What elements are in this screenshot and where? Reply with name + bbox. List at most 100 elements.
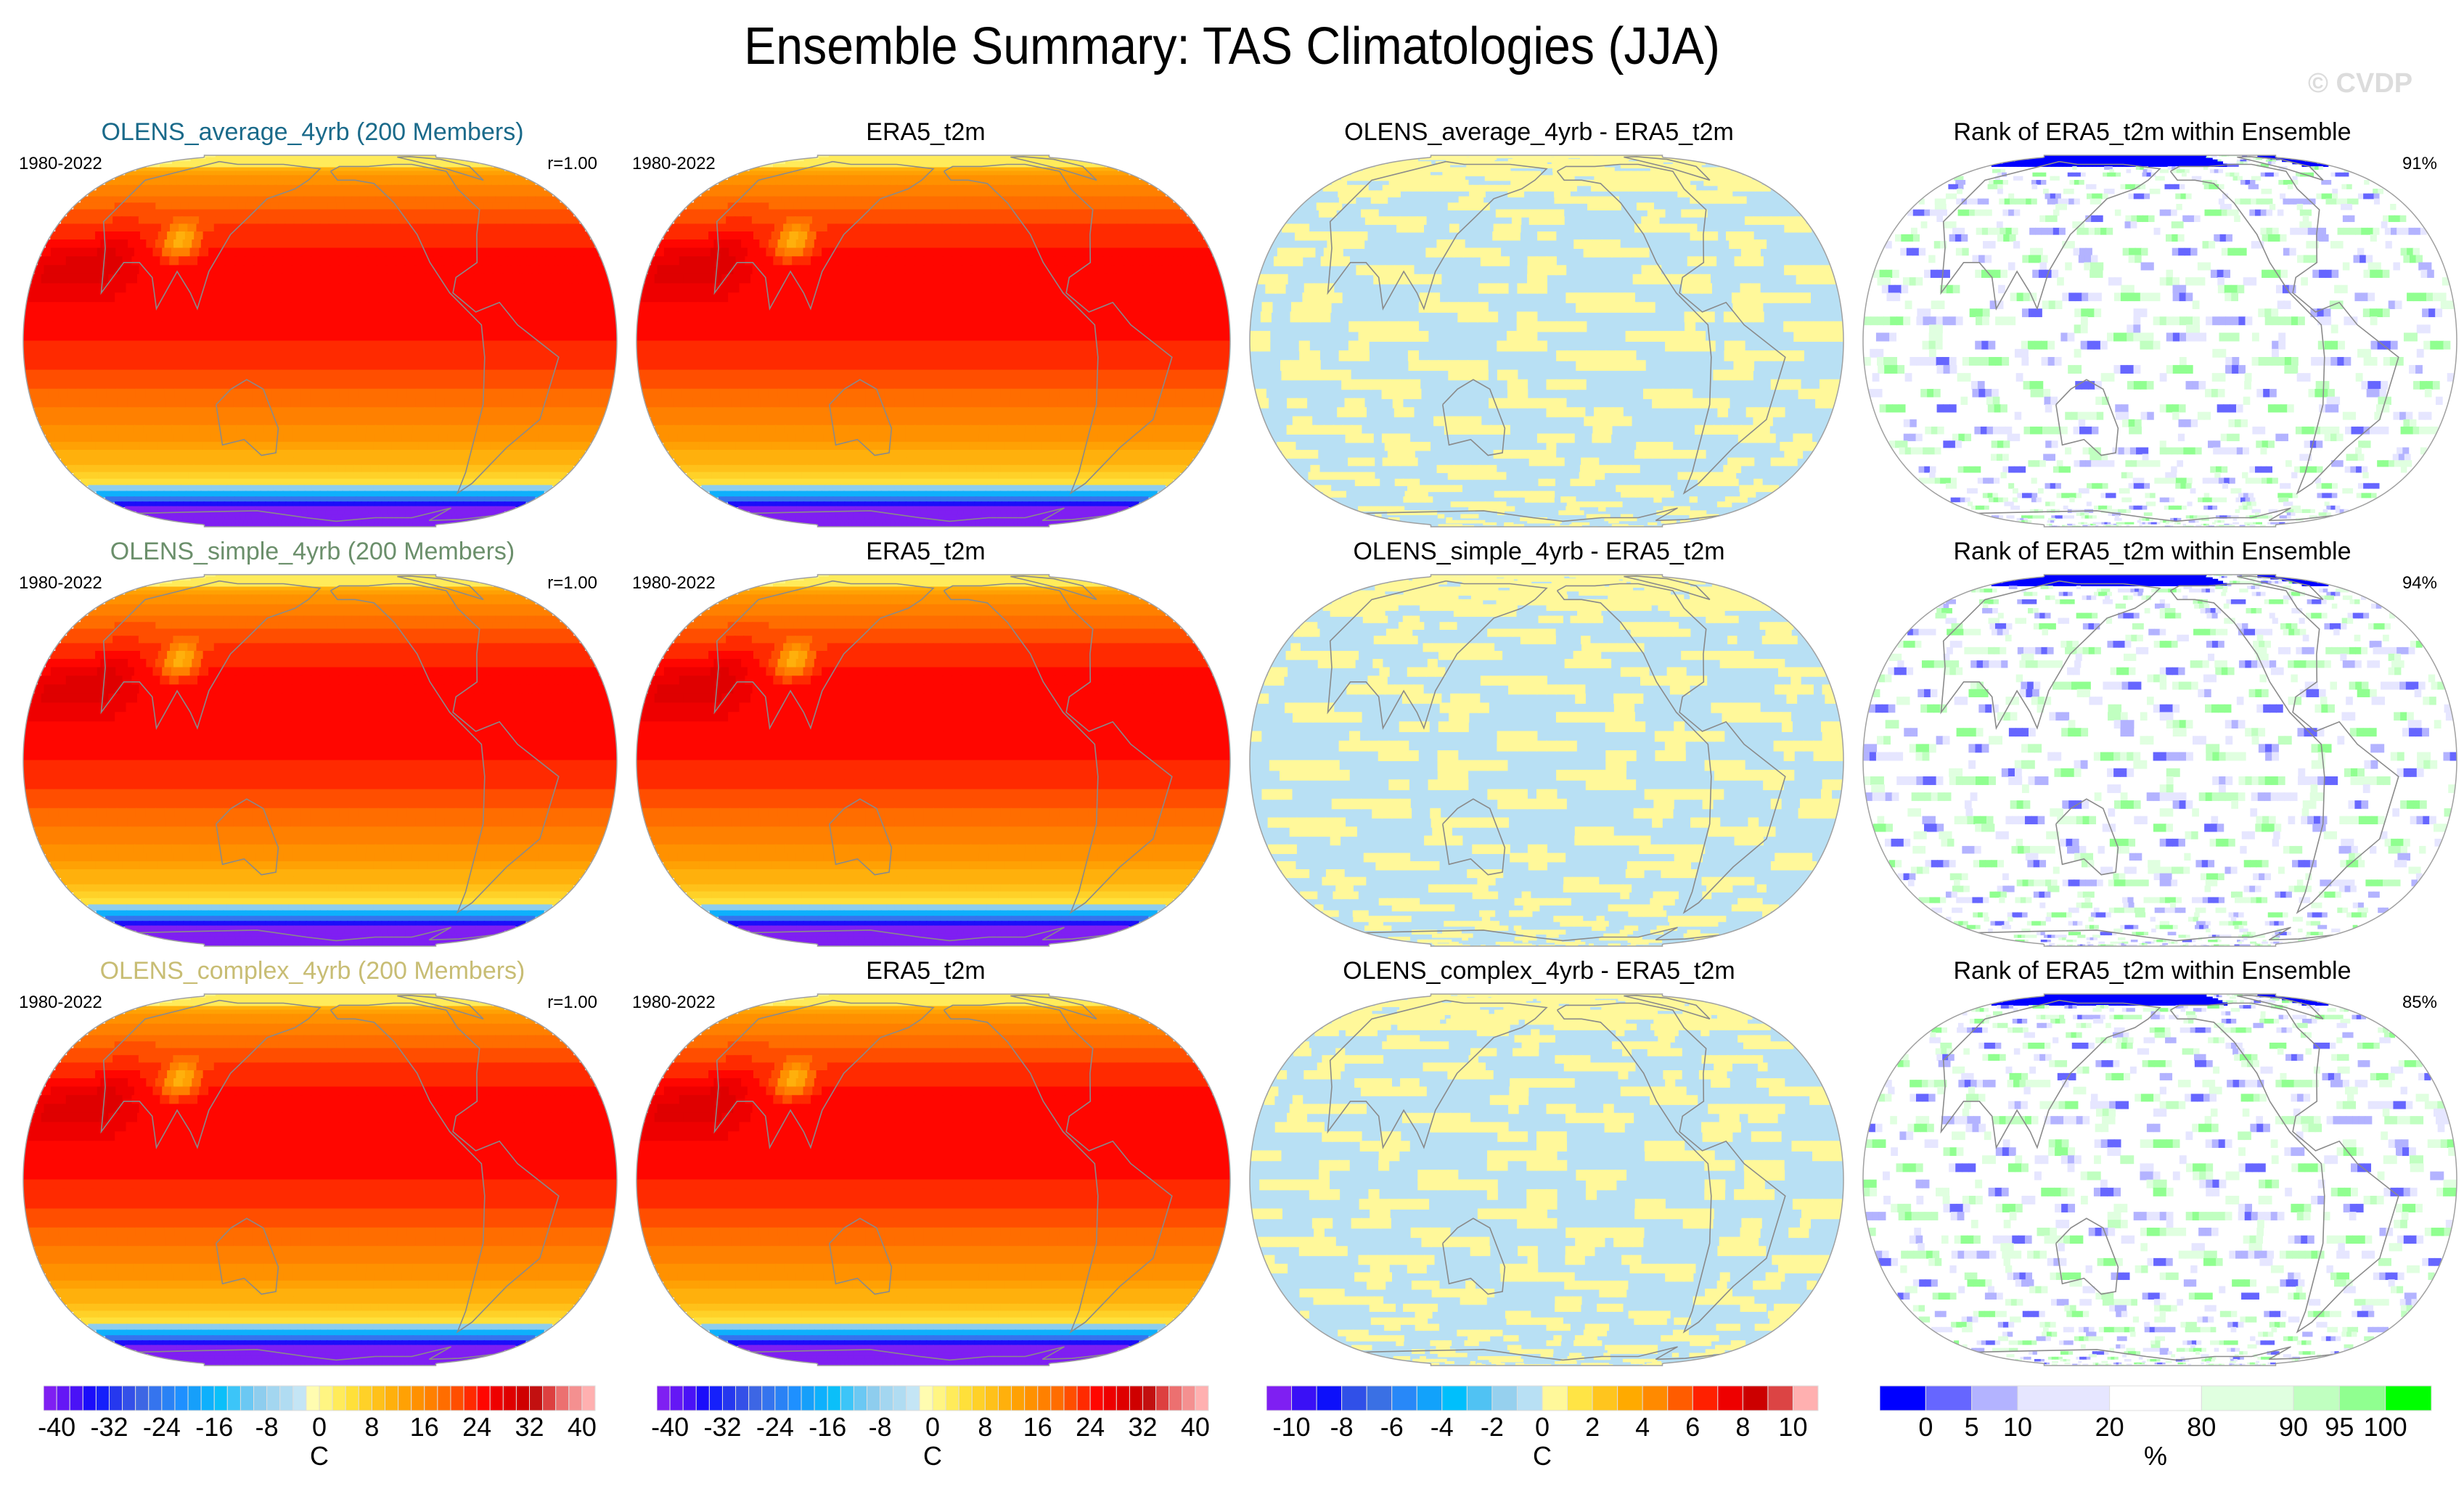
map-cell — [274, 231, 285, 241]
map-cell — [382, 517, 390, 522]
map-cell — [1025, 167, 1032, 173]
map-cell — [563, 379, 575, 390]
map-cell — [999, 159, 1006, 163]
map-cell — [398, 449, 409, 459]
map-cell — [159, 464, 169, 474]
map-cell — [367, 161, 374, 165]
map-cell — [224, 501, 232, 508]
map-cell — [999, 256, 1010, 266]
map-cell — [23, 331, 34, 342]
map-cell — [1126, 223, 1137, 233]
map-cell — [1007, 161, 1013, 165]
map-cell — [44, 302, 56, 313]
map-cell — [685, 265, 697, 276]
map-cell — [181, 520, 187, 524]
map-cell — [243, 464, 254, 474]
map-cell — [199, 216, 209, 225]
map-cell — [194, 164, 201, 169]
map-cell — [851, 155, 857, 159]
map-cell — [337, 231, 348, 241]
map-cell — [790, 164, 797, 169]
map-cell — [311, 231, 321, 241]
map-cell — [412, 524, 417, 527]
map-cell — [495, 506, 503, 512]
map-cell — [178, 184, 187, 192]
map-cell — [933, 157, 938, 160]
map-cell — [42, 331, 54, 342]
map-cell — [356, 433, 367, 443]
map-cell — [165, 164, 173, 169]
map-cell — [1030, 223, 1040, 233]
map-cell — [122, 256, 133, 266]
map-cell — [339, 369, 351, 381]
map-cell — [82, 433, 93, 443]
map-cell — [164, 433, 175, 443]
map-cell — [277, 159, 283, 163]
map-cell — [816, 190, 827, 198]
map-cell — [199, 424, 210, 435]
map-cell — [806, 209, 816, 218]
map-cell — [854, 179, 863, 186]
map-cell — [118, 485, 128, 493]
map-cell — [430, 520, 436, 524]
map-cell — [196, 449, 207, 459]
map-cell — [407, 478, 417, 486]
map-cell — [339, 302, 351, 313]
map-cell — [792, 223, 802, 233]
map-cell — [401, 520, 407, 524]
map-cell — [1009, 159, 1015, 163]
map-cell — [435, 388, 447, 400]
map-cell — [134, 496, 142, 503]
map-cell — [254, 524, 259, 527]
map-cell — [329, 379, 340, 390]
map-cell — [339, 311, 351, 323]
map-cell — [741, 196, 751, 204]
map-cell — [566, 433, 577, 443]
map-cell — [421, 522, 427, 525]
map-cell — [880, 223, 891, 233]
map-cell — [1142, 265, 1153, 276]
map-cell — [89, 472, 99, 480]
map-cell — [369, 340, 380, 352]
map-cell — [366, 157, 372, 160]
map-cell — [244, 501, 253, 508]
map-cell — [27, 292, 38, 303]
map-cell — [378, 506, 386, 512]
map-cell — [1143, 239, 1154, 249]
map-cell — [466, 379, 478, 390]
map-cell — [357, 416, 368, 427]
map-cell — [201, 321, 213, 332]
map-cell — [372, 223, 383, 233]
map-cell — [277, 520, 283, 524]
map-cell — [790, 265, 801, 276]
map-cell — [592, 379, 604, 390]
map-cell — [428, 350, 440, 361]
map-cell — [221, 510, 229, 515]
map-cell — [345, 517, 353, 522]
map-cell — [1037, 265, 1049, 276]
map-cell — [779, 161, 787, 165]
map-cell — [573, 416, 584, 427]
map-cell — [1110, 190, 1120, 198]
map-cell — [216, 216, 226, 225]
map-cell — [292, 231, 303, 241]
map-cell — [314, 159, 321, 163]
panel-title: ERA5_t2m — [619, 118, 1232, 147]
map-cell — [584, 302, 596, 313]
map-cell — [287, 506, 295, 512]
map-cell — [516, 202, 526, 210]
map-cell — [258, 501, 266, 508]
map-cell — [528, 184, 537, 192]
map-cell — [424, 155, 429, 159]
map-cell — [75, 379, 87, 390]
map-cell — [348, 292, 360, 303]
map-cell — [241, 496, 250, 503]
map-cell — [509, 216, 520, 225]
map-cell — [295, 196, 306, 204]
map-cell — [238, 155, 244, 159]
map-cell — [1090, 247, 1102, 258]
map-cell — [1019, 159, 1026, 163]
map-cell — [95, 457, 105, 467]
map-cell — [269, 155, 275, 159]
map-cell — [1068, 167, 1075, 173]
